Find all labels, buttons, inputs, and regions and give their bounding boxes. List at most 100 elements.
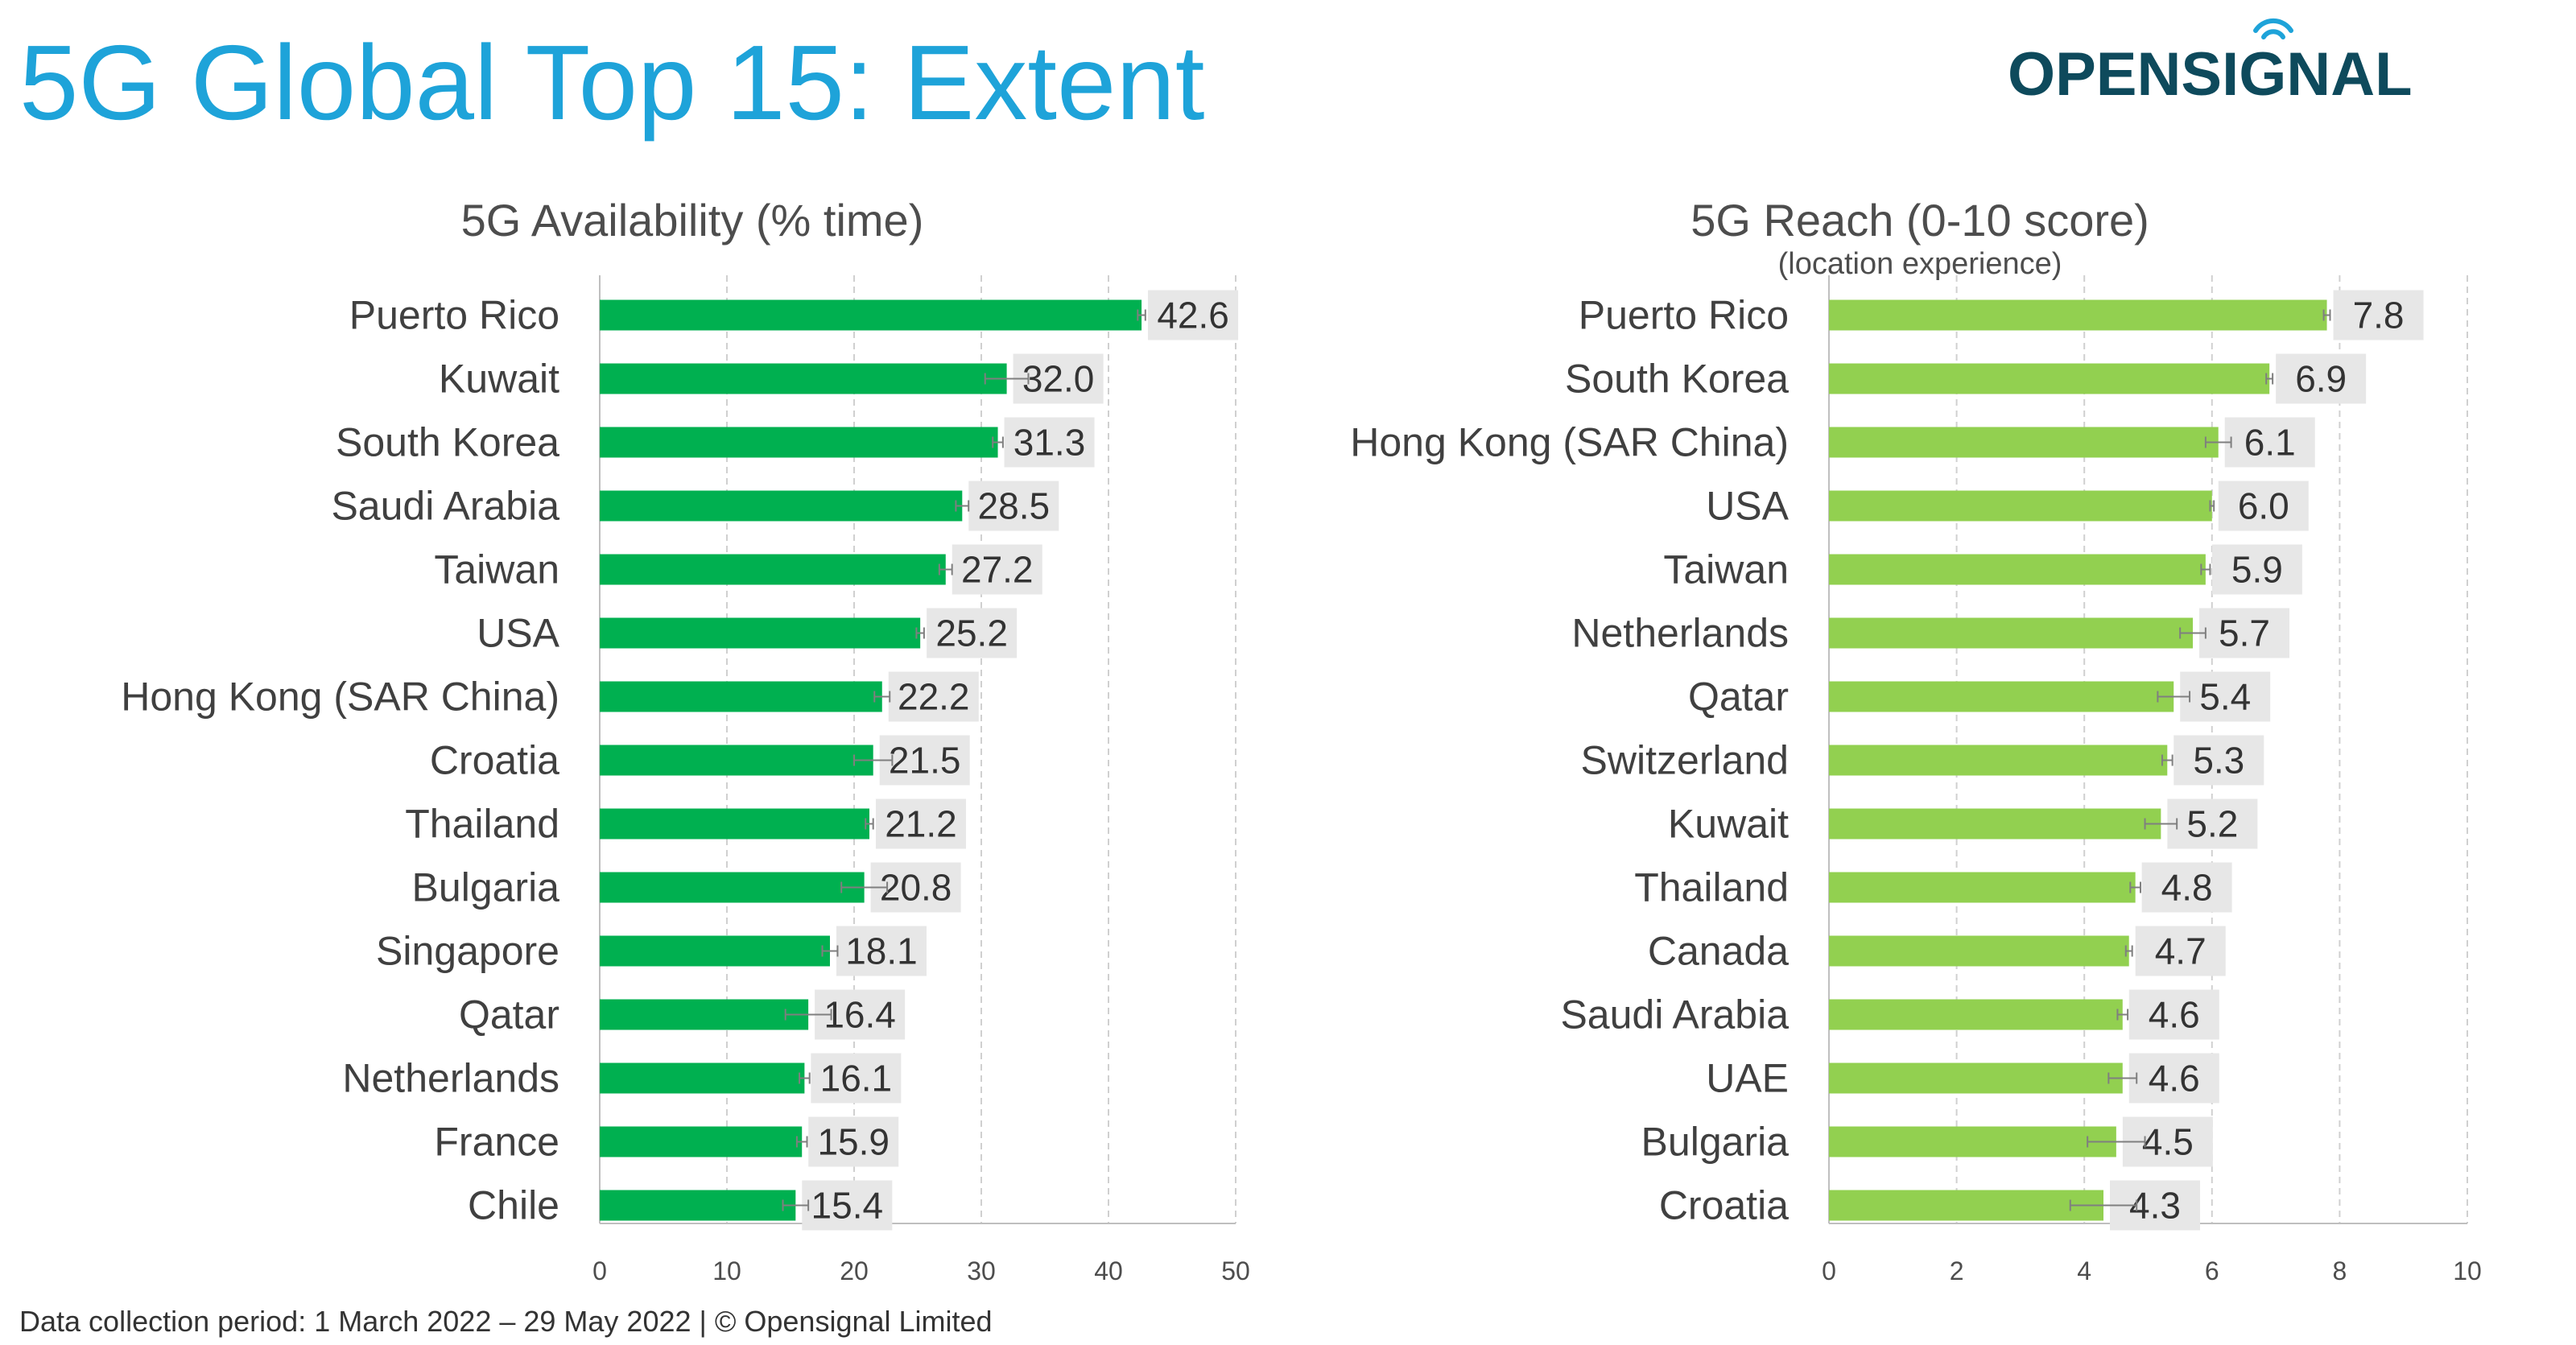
reach-bar (1829, 935, 2129, 967)
availability-bar (600, 299, 1142, 331)
reach-category-label: Qatar (1688, 675, 1789, 720)
reach-category-label: Canada (1648, 929, 1789, 974)
availability-bar (600, 427, 998, 458)
reach-value-label: 4.7 (2155, 930, 2207, 972)
availability-value-label: 42.6 (1157, 295, 1229, 336)
availability-value-box (888, 671, 979, 722)
availability-category-label: Thailand (405, 802, 559, 847)
reach-tick-label: 0 (1822, 1256, 1836, 1285)
reach-error-bar (2265, 373, 2274, 385)
reach-bar (1829, 427, 2219, 458)
reach-error-bar (2129, 881, 2141, 893)
reach-error-bar (2200, 563, 2211, 576)
availability-value-label: 21.2 (885, 803, 957, 845)
availability-value-label: 16.1 (820, 1058, 893, 1100)
availability-error-bar (799, 1072, 811, 1084)
reach-value-label: 6.9 (2295, 358, 2347, 400)
reach-error-bar (2204, 436, 2232, 448)
availability-bar (600, 617, 921, 649)
reach-bar (1829, 617, 2194, 649)
reach-value-box (2167, 798, 2258, 849)
reach-category-label: Croatia (1659, 1183, 1789, 1228)
reach-bar (1829, 745, 2168, 776)
availability-error-bar (840, 881, 889, 893)
footer-note: Data collection period: 1 March 2022 – 2… (19, 1305, 993, 1338)
reach-bar (1829, 554, 2206, 585)
reach-tick-label: 4 (2077, 1256, 2091, 1285)
availability-bar (600, 935, 830, 967)
availability-bar (600, 1062, 805, 1094)
availability-category-label: Croatia (430, 738, 559, 783)
availability-category-label: South Korea (336, 420, 559, 465)
reach-error-bar (2209, 500, 2215, 512)
availability-value-label: 18.1 (845, 930, 918, 972)
availability-chart-title: 5G Availability (% time) (461, 195, 924, 245)
availability-value-label: 15.4 (811, 1185, 884, 1227)
reach-category-label: Thailand (1634, 865, 1789, 910)
page-title: 5G Global Top 15: Extent (19, 23, 1205, 142)
reach-value-label: 6.0 (2238, 485, 2289, 527)
availability-value-box (927, 608, 1018, 658)
availability-tick-label: 0 (592, 1256, 607, 1285)
reach-value-label: 4.8 (2161, 867, 2213, 909)
reach-value-box (2218, 481, 2309, 531)
availability-error-bar (782, 1199, 810, 1211)
availability-value-box (879, 735, 970, 786)
reach-value-label: 7.8 (2353, 295, 2405, 336)
reach-bar (1829, 1126, 2116, 1157)
availability-value-box (875, 798, 966, 849)
availability-bar (600, 490, 963, 522)
reach-category-label: Taiwan (1663, 547, 1789, 592)
availability-category-label: USA (477, 611, 559, 656)
availability-bar (600, 363, 1007, 394)
availability-bar (600, 999, 809, 1030)
availability-error-bar (865, 818, 874, 830)
availability-error-bar (873, 691, 891, 703)
availability-bar (600, 554, 946, 585)
reach-value-label: 5.7 (2219, 613, 2270, 654)
availability-value-label: 25.2 (935, 613, 1008, 654)
reach-value-box (2211, 544, 2302, 595)
reach-value-box (2128, 1053, 2219, 1104)
reach-value-box (2224, 417, 2315, 468)
reach-category-label: Puerto Rico (1579, 293, 1789, 338)
opensignal-logo: OPENSIGNAL (2008, 18, 2413, 106)
availability-value-label: 22.2 (898, 676, 970, 718)
reach-value-label: 5.2 (2186, 803, 2238, 845)
availability-value-label: 27.2 (961, 549, 1034, 591)
availability-value-box (808, 1116, 899, 1167)
availability-tick-label: 40 (1094, 1256, 1123, 1285)
logo-text: OPENSIGNAL (2008, 40, 2413, 106)
reach-category-label: Hong Kong (SAR China) (1350, 420, 1789, 465)
availability-category-label: Hong Kong (SAR China) (121, 675, 559, 720)
reach-value-box (2199, 608, 2290, 658)
reach-bar (1829, 1062, 2123, 1094)
reach-category-label: Saudi Arabia (1560, 992, 1789, 1038)
availability-category-label: Taiwan (434, 547, 559, 592)
availability-error-bar (821, 945, 839, 957)
reach-tick-label: 6 (2205, 1256, 2219, 1285)
availability-error-bar (938, 563, 953, 576)
availability-error-bar (984, 373, 1030, 385)
availability-bar (600, 681, 882, 712)
availability-value-label: 32.0 (1022, 358, 1095, 400)
availability-value-box (836, 926, 927, 976)
availability-category-label: Saudi Arabia (331, 484, 559, 529)
availability-tick-label: 30 (967, 1256, 996, 1285)
availability-chart-group: 5G Availability (% time) 0 10 20 30 40 50 Puert… (121, 195, 1250, 1285)
availability-bar (600, 808, 869, 840)
reach-error-bar (2161, 754, 2174, 766)
availability-category-label: Chile (468, 1183, 559, 1228)
reach-value-label: 4.6 (2149, 1058, 2200, 1100)
reach-bar (1829, 808, 2161, 840)
availability-error-bar (784, 1009, 832, 1021)
reach-value-label: 4.6 (2149, 994, 2200, 1036)
reach-value-label: 5.4 (2199, 676, 2251, 718)
availability-error-bar (1137, 309, 1146, 321)
availability-value-box (1148, 290, 1239, 340)
availability-category-label: Qatar (459, 992, 559, 1038)
availability-tick-label: 20 (840, 1256, 869, 1285)
availability-value-box (952, 544, 1042, 595)
availability-error-bar (992, 436, 1004, 448)
